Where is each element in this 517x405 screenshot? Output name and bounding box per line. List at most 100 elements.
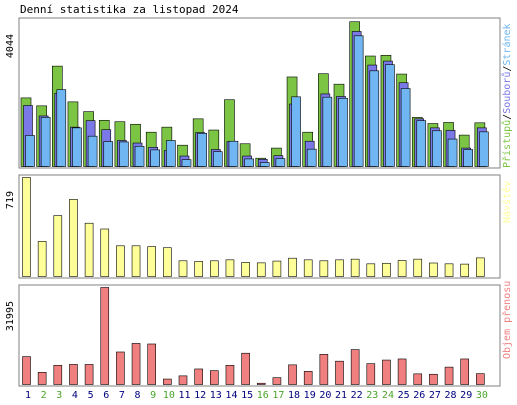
bar-kbytes-7 — [116, 351, 125, 385]
bar-traffic-Stránek-2 — [40, 117, 51, 167]
bar-visits-17 — [272, 260, 282, 277]
x-label-6: 6 — [103, 390, 109, 401]
bar-kbytes-18 — [288, 364, 297, 385]
x-label-13: 13 — [210, 390, 222, 401]
bar-visits-14 — [225, 259, 235, 277]
bar-visits-19 — [303, 259, 313, 277]
bar-kbytes-30 — [476, 373, 485, 385]
bar-visits-6 — [100, 228, 110, 277]
x-label-22: 22 — [351, 390, 363, 401]
x-label-21: 21 — [335, 390, 347, 401]
bar-traffic-Stránek-23 — [369, 70, 380, 167]
legend-kbytes: Objem přenosu — [501, 281, 513, 359]
bar-traffic-Stránek-24 — [385, 64, 395, 167]
bar-traffic-Stránek-3 — [56, 89, 67, 167]
bar-kbytes-15 — [241, 352, 250, 385]
legend-entry-kbytes-0: Objem přenosu — [501, 281, 513, 359]
x-label-26: 26 — [413, 390, 425, 401]
bar-kbytes-19 — [303, 371, 313, 385]
bar-visits-29 — [460, 263, 470, 277]
bar-visits-5 — [84, 222, 94, 277]
bar-traffic-Stránek-17 — [275, 158, 286, 167]
x-label-12: 12 — [194, 390, 206, 401]
bar-kbytes-11 — [178, 375, 188, 385]
legend-entry-visits-0: Návštěv — [501, 181, 513, 223]
bar-kbytes-6 — [100, 287, 110, 385]
bar-visits-10 — [163, 247, 172, 277]
bar-visits-27 — [429, 262, 438, 277]
bar-traffic-Stránek-13 — [213, 151, 223, 167]
bar-kbytes-29 — [460, 358, 470, 385]
bar-kbytes-9 — [147, 343, 156, 385]
x-label-29: 29 — [460, 390, 472, 401]
bar-kbytes-23 — [366, 363, 376, 385]
x-label-25: 25 — [398, 390, 410, 401]
bar-kbytes-14 — [225, 365, 235, 385]
bar-visits-12 — [194, 261, 203, 277]
bar-kbytes-13 — [210, 370, 219, 385]
x-label-11: 11 — [178, 390, 190, 401]
bar-visits-30 — [476, 257, 485, 277]
legend-traffic: Přístupů/Souborů/Stránek — [501, 23, 513, 168]
legend-entry-traffic-4: Stránek — [501, 23, 513, 65]
x-label-15: 15 — [241, 390, 253, 401]
legend-entry-traffic-2: Souborů — [501, 72, 513, 114]
bar-traffic-Stránek-28 — [447, 138, 458, 167]
bar-visits-21 — [335, 259, 344, 277]
bar-traffic-Stránek-22 — [353, 35, 364, 167]
bar-kbytes-22 — [350, 349, 360, 385]
bar-visits-28 — [444, 263, 454, 277]
x-label-20: 20 — [319, 390, 331, 401]
x-label-1: 1 — [25, 390, 31, 401]
bar-traffic-Stránek-18 — [291, 96, 301, 167]
bar-traffic-Stránek-6 — [103, 141, 114, 167]
bar-visits-16 — [256, 262, 266, 277]
bar-kbytes-26 — [413, 373, 423, 385]
bar-kbytes-3 — [53, 364, 63, 385]
bar-kbytes-21 — [335, 360, 344, 385]
bar-kbytes-20 — [319, 354, 329, 385]
bar-visits-2 — [37, 241, 47, 277]
bar-kbytes-16 — [256, 382, 266, 385]
bar-visits-23 — [366, 263, 376, 277]
ymax-label-traffic: 4044 — [5, 34, 16, 58]
bar-traffic-Stránek-5 — [87, 135, 98, 167]
bar-kbytes-10 — [163, 378, 172, 385]
x-label-5: 5 — [88, 390, 94, 401]
panel-frame-kbytes — [18, 284, 501, 387]
bar-traffic-Stránek-30 — [479, 131, 489, 167]
x-label-7: 7 — [119, 390, 125, 401]
bar-traffic-Stránek-20 — [322, 96, 333, 167]
x-label-27: 27 — [429, 390, 441, 401]
bar-traffic-Stránek-29 — [463, 149, 474, 167]
bar-traffic-Stránek-9 — [150, 149, 160, 167]
bar-traffic-Stránek-8 — [134, 145, 145, 167]
x-label-10: 10 — [163, 390, 175, 401]
ymax-label-visits: 719 — [5, 191, 16, 209]
bar-visits-22 — [350, 258, 360, 277]
legend-entry-traffic-1: / — [502, 114, 513, 120]
bar-kbytes-12 — [194, 368, 203, 385]
bar-visits-4 — [69, 199, 78, 277]
x-label-9: 9 — [150, 390, 156, 401]
bar-traffic-Stránek-21 — [338, 97, 348, 167]
bar-kbytes-25 — [397, 358, 407, 385]
x-label-24: 24 — [382, 390, 394, 401]
bar-visits-26 — [413, 258, 423, 277]
x-label-2: 2 — [41, 390, 47, 401]
x-label-16: 16 — [257, 390, 269, 401]
bar-visits-18 — [288, 257, 297, 277]
legend-entry-traffic-0: Přístupů — [501, 120, 513, 168]
bar-traffic-Stránek-12 — [197, 132, 207, 167]
bar-traffic-Stránek-26 — [416, 120, 427, 167]
bar-visits-8 — [131, 245, 141, 277]
bar-kbytes-4 — [69, 364, 78, 385]
bar-traffic-Stránek-4 — [72, 127, 82, 167]
x-label-3: 3 — [56, 390, 62, 401]
bar-kbytes-8 — [131, 343, 141, 385]
bar-kbytes-17 — [272, 377, 282, 385]
bar-visits-9 — [147, 246, 156, 277]
bar-kbytes-24 — [382, 359, 391, 385]
bar-traffic-Stránek-27 — [432, 130, 442, 167]
